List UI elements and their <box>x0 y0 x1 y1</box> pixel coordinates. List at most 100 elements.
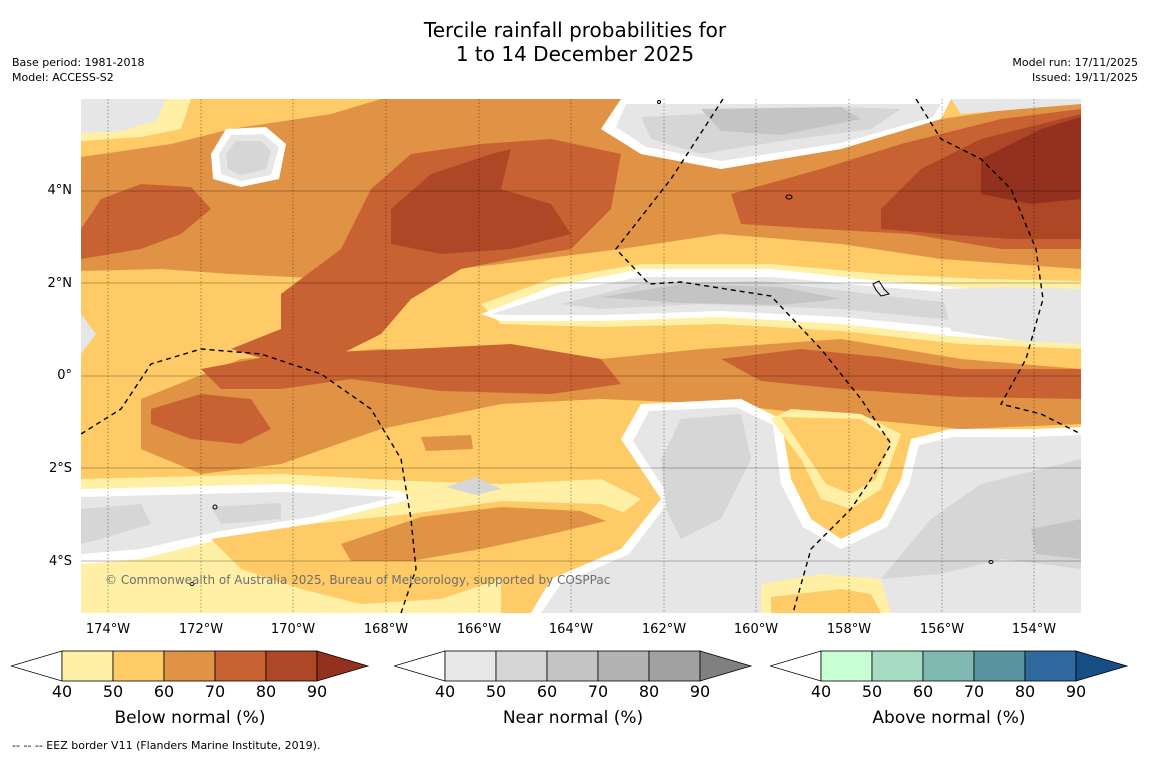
legend-near-bin-80 <box>648 650 701 682</box>
legend-below-tick: 90 <box>306 682 328 701</box>
title-line-1: Tercile rainfall probabilities for <box>423 18 727 42</box>
meta-left: Base period: 1981-2018 Model: ACCESS-S2 <box>12 55 144 85</box>
region-near-50-se <box>881 459 1081 579</box>
map-title: Tercile rainfall probabilities for 1 to … <box>0 18 1150 66</box>
legend-above-bin-50 <box>871 650 924 682</box>
legend-near-low-arrow <box>394 650 446 682</box>
region-below-60-small <box>421 435 473 451</box>
legend-near-tick: 90 <box>689 682 711 701</box>
meta-right: Model run: 17/11/2025 Issued: 19/11/2025 <box>1012 55 1138 85</box>
region-near-50-south-central <box>661 414 751 539</box>
lon-label-162w: 162°W <box>641 622 687 637</box>
legend-below-tick: 70 <box>204 682 226 701</box>
region-below-70-equator-east <box>721 349 1081 399</box>
region-below-50-tongue <box>781 417 891 494</box>
legend-near-tick: 40 <box>434 682 456 701</box>
legend-below-tick: 60 <box>153 682 175 701</box>
legend-below-bin-80 <box>265 650 318 682</box>
eez-border-southwest <box>81 348 417 613</box>
island-2 <box>872 280 890 297</box>
lon-label-158w: 158°W <box>826 622 872 637</box>
legend-near-bin-40 <box>444 650 497 682</box>
region-below-50-bottom-right <box>771 589 881 613</box>
copyright-notice: © Commonwealth of Australia 2025, Bureau… <box>105 573 610 587</box>
legend-above-bin-60 <box>922 650 975 682</box>
island-3 <box>212 504 218 510</box>
legend-above-bin-80 <box>1024 650 1077 682</box>
lat-label-2n: 2°N <box>47 276 73 291</box>
legend-above-low-arrow <box>770 650 822 682</box>
legend-above-tick: 50 <box>861 682 883 701</box>
lon-label-154w: 154°W <box>1011 622 1057 637</box>
island-6 <box>657 100 661 104</box>
islands <box>189 100 994 586</box>
region-near-50-sw2 <box>211 503 281 524</box>
region-near-40-south-west <box>81 492 396 554</box>
legend-near-tick: 80 <box>638 682 660 701</box>
legend-below-tick: 80 <box>255 682 277 701</box>
eez-footnote: -- -- -- EEZ border V11 (Flanders Marine… <box>12 739 321 752</box>
lon-label-170w: 170°W <box>270 622 316 637</box>
legend-title-below: Below normal (%) <box>114 708 266 728</box>
legend-near-high-arrow <box>699 650 752 682</box>
legend-title-near: Near normal (%) <box>502 708 644 728</box>
region-below-70-central <box>231 139 621 364</box>
graticule <box>81 190 1081 562</box>
legend-above-high-arrow <box>1075 650 1128 682</box>
legend-near-bin-70 <box>597 650 650 682</box>
region-below-70-equator <box>201 344 621 394</box>
lon-label-166w: 166°W <box>456 622 502 637</box>
lat-label-4n: 4°N <box>47 183 73 198</box>
legend-above-bin-70 <box>973 650 1026 682</box>
lon-label-168w: 168°W <box>363 622 409 637</box>
region-below-40-bottom <box>201 559 341 613</box>
legend-near-bin-50 <box>495 650 548 682</box>
model-name: Model: ACCESS-S2 <box>12 71 114 84</box>
meridians <box>107 99 1035 613</box>
eez-border-kiribati-north <box>615 99 892 613</box>
region-below-60-south <box>341 507 606 561</box>
legend-below-normal <box>11 650 369 682</box>
legend-below-tick: 50 <box>102 682 124 701</box>
eez-borders <box>81 99 1081 613</box>
legend-below-high-arrow <box>316 650 369 682</box>
region-near-60-north <box>701 107 861 135</box>
region-near-small-patch <box>446 477 501 495</box>
legend-above-tick: 60 <box>912 682 934 701</box>
region-near-60-se <box>1031 519 1081 559</box>
legend-above-tick: 70 <box>963 682 985 701</box>
legend-below-bin-70 <box>214 650 267 682</box>
lat-label-0: 0° <box>57 368 72 383</box>
lon-label-174w: 174°W <box>85 622 131 637</box>
region-below-70-south <box>151 394 271 444</box>
legend-below-bin-60 <box>163 650 216 682</box>
region-near-40-topright <box>951 99 1081 114</box>
title-line-2: 1 to 14 December 2025 <box>455 42 695 66</box>
region-below-90-east <box>981 117 1081 204</box>
region-below-80-central <box>391 149 571 254</box>
legend-above-bin-40 <box>820 650 873 682</box>
legend-near-tick: 50 <box>485 682 507 701</box>
legend-below-low-arrow <box>11 650 63 682</box>
lon-label-164w: 164°W <box>548 622 594 637</box>
region-near-60-2n <box>601 284 841 305</box>
lon-label-160w: 160°W <box>733 622 779 637</box>
island-1 <box>785 194 793 200</box>
legend-above-normal <box>770 650 1128 682</box>
legend-above-tick: 90 <box>1065 682 1087 701</box>
legend-near-bin-60 <box>546 650 599 682</box>
region-near-40-right-edge <box>941 287 1081 344</box>
legend-near-tick: 70 <box>587 682 609 701</box>
legend-above-tick: 40 <box>810 682 832 701</box>
region-near-40-topleft <box>81 99 166 133</box>
region-near-island-50 <box>226 141 271 175</box>
legend-below-tick: 40 <box>51 682 73 701</box>
region-near-50-sw <box>81 504 151 544</box>
legend-above-tick: 80 <box>1014 682 1036 701</box>
legend-near-normal <box>394 650 752 682</box>
region-near-west-edge <box>81 314 96 354</box>
base-period: Base period: 1981-2018 <box>12 56 145 69</box>
lat-label-4s: 4°S <box>48 554 72 569</box>
issued-date: Issued: 19/11/2025 <box>1031 71 1138 84</box>
island-5 <box>988 560 994 564</box>
